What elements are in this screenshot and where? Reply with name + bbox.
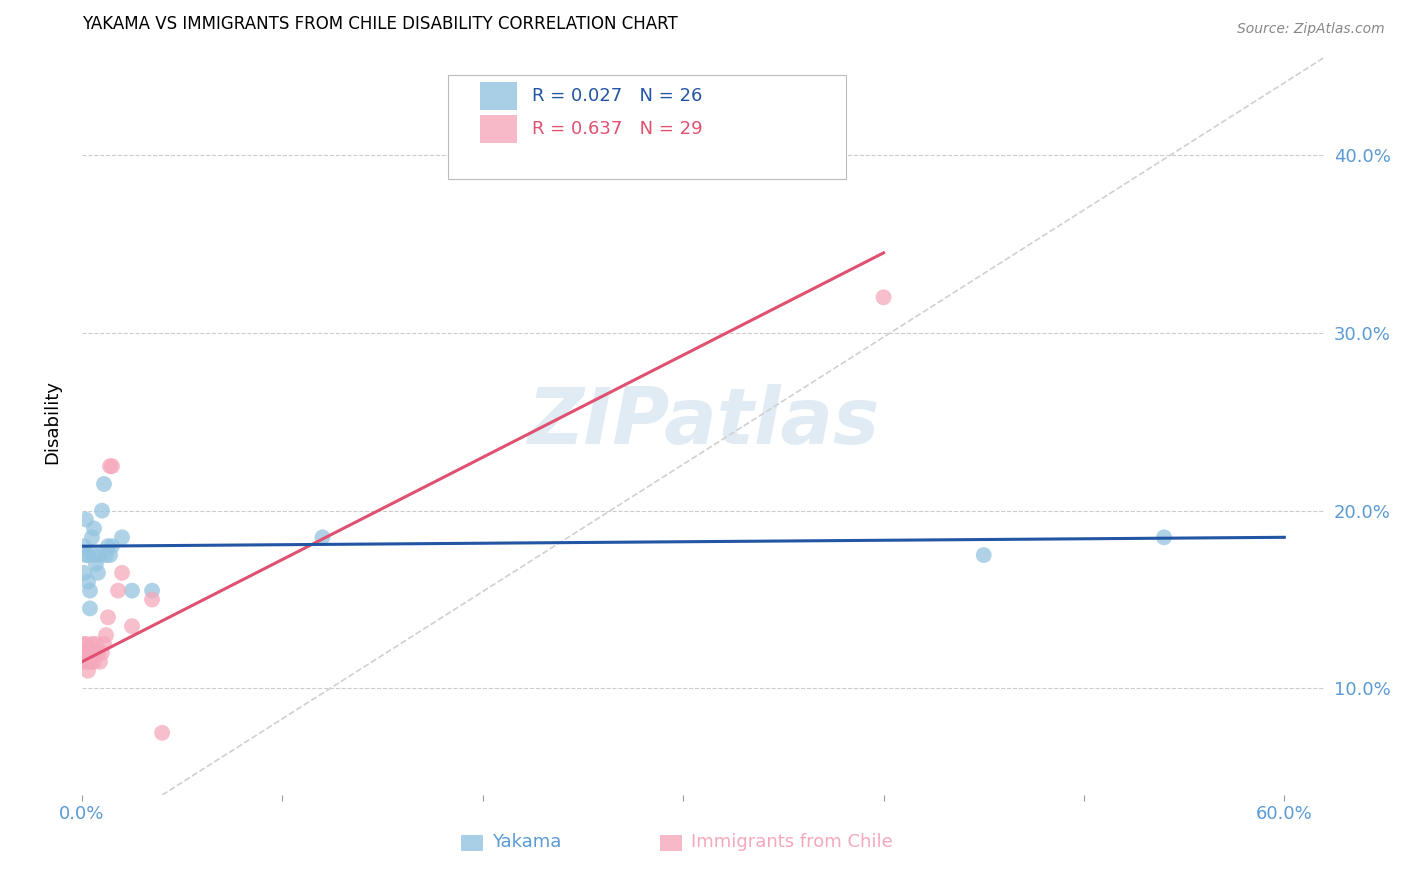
Point <box>141 583 163 598</box>
Point <box>94 548 117 562</box>
Point <box>80 530 103 544</box>
Point <box>89 548 111 562</box>
Point <box>93 477 115 491</box>
Point <box>73 539 96 553</box>
Y-axis label: Disability: Disability <box>44 380 60 464</box>
Point <box>89 655 111 669</box>
Text: YAKAMA VS IMMIGRANTS FROM CHILE DISABILITY CORRELATION CHART: YAKAMA VS IMMIGRANTS FROM CHILE DISABILI… <box>82 15 678 33</box>
Point <box>83 655 105 669</box>
Point <box>121 619 143 633</box>
Point <box>79 601 101 615</box>
Point <box>87 566 110 580</box>
Point <box>73 655 96 669</box>
Point <box>79 646 101 660</box>
Text: R = 0.027   N = 26: R = 0.027 N = 26 <box>531 87 702 105</box>
Point <box>73 566 96 580</box>
Point <box>87 646 110 660</box>
Point <box>121 583 143 598</box>
Point <box>311 530 333 544</box>
Point <box>75 512 97 526</box>
Point <box>77 574 100 589</box>
Point <box>111 566 134 580</box>
Text: Immigrants from Chile: Immigrants from Chile <box>690 833 893 851</box>
Point <box>77 646 100 660</box>
Bar <box>659 835 682 851</box>
Text: R = 0.637   N = 29: R = 0.637 N = 29 <box>531 120 703 138</box>
Text: ZIPatlas: ZIPatlas <box>527 384 879 459</box>
Point <box>1153 530 1175 544</box>
Point <box>79 655 101 669</box>
Point <box>80 637 103 651</box>
Point <box>77 548 100 562</box>
Point <box>79 583 101 598</box>
Point <box>73 637 96 651</box>
Text: Yakama: Yakama <box>492 833 561 851</box>
Point <box>98 459 121 474</box>
Point <box>872 290 894 304</box>
Point <box>101 539 124 553</box>
Point <box>150 726 173 740</box>
Point <box>83 521 105 535</box>
Point <box>83 548 105 562</box>
Point <box>141 592 163 607</box>
Point <box>75 637 97 651</box>
Point <box>98 548 121 562</box>
Point <box>77 655 100 669</box>
Point <box>107 583 129 598</box>
Point <box>75 646 97 660</box>
Point <box>91 646 114 660</box>
Point <box>84 557 107 571</box>
Point <box>97 539 120 553</box>
Point <box>111 530 134 544</box>
Point <box>84 637 107 651</box>
Point <box>75 548 97 562</box>
Point <box>83 646 105 660</box>
Bar <box>479 82 517 111</box>
Point <box>973 548 995 562</box>
Point <box>97 610 120 624</box>
Text: Source: ZipAtlas.com: Source: ZipAtlas.com <box>1237 22 1385 37</box>
Point <box>101 459 124 474</box>
Point <box>93 637 115 651</box>
Point <box>73 646 96 660</box>
Point <box>80 649 103 664</box>
Point <box>77 664 100 678</box>
Point <box>91 503 114 517</box>
Point <box>94 628 117 642</box>
Bar <box>479 115 517 144</box>
FancyBboxPatch shape <box>449 75 846 179</box>
Bar <box>461 835 484 851</box>
